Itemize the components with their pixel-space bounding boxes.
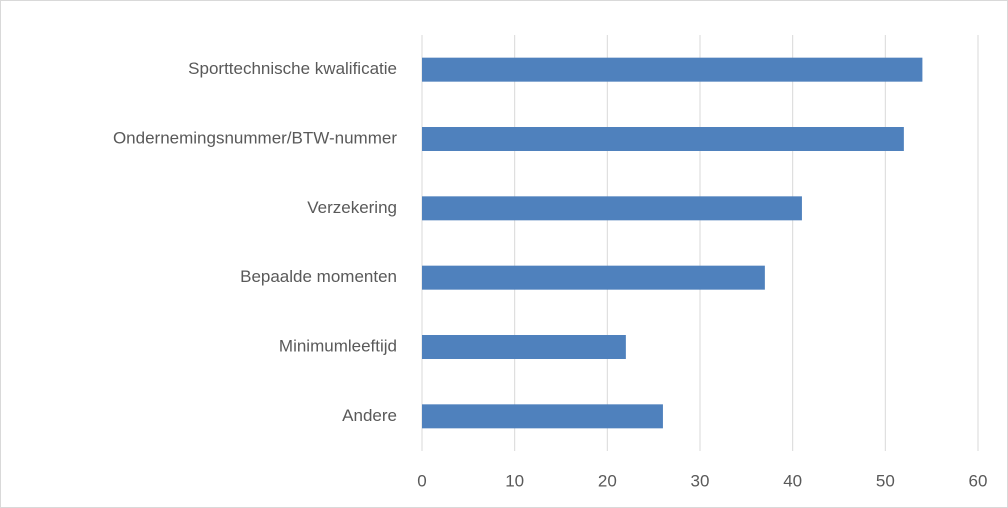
bar bbox=[422, 404, 663, 429]
x-tick-label: 20 bbox=[598, 471, 617, 490]
x-tick-label: 60 bbox=[969, 471, 988, 490]
bar bbox=[422, 196, 802, 221]
y-tick-label: Minimumleeftijd bbox=[279, 336, 397, 355]
bar bbox=[422, 57, 923, 82]
y-tick-label: Bepaalde momenten bbox=[240, 267, 397, 286]
x-tick-label: 40 bbox=[783, 471, 802, 490]
x-tick-label: 50 bbox=[876, 471, 895, 490]
y-tick-label: Sporttechnische kwalificatie bbox=[188, 59, 397, 78]
y-tick-label: Verzekering bbox=[307, 198, 397, 217]
bar bbox=[422, 127, 904, 151]
y-tick-label: Andere bbox=[342, 406, 397, 425]
bar bbox=[422, 335, 626, 359]
y-tick-label: Ondernemingsnummer/BTW-nummer bbox=[113, 128, 397, 147]
x-tick-label: 10 bbox=[505, 471, 524, 490]
x-tick-label: 30 bbox=[691, 471, 710, 490]
bar bbox=[422, 265, 765, 290]
x-tick-label: 0 bbox=[417, 471, 426, 490]
